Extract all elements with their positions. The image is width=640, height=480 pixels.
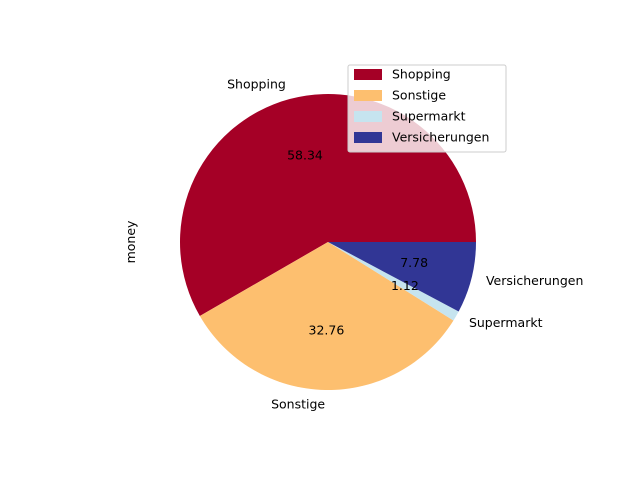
legend-swatch-shopping [354,69,382,80]
category-label-versicherungen: Versicherungen [486,273,583,288]
pie-slice-sonstige [199,242,454,391]
legend-swatch-sonstige [354,90,382,101]
legend-label-versicherungen: Versicherungen [392,130,489,145]
value-label-sonstige: 32.76 [309,322,345,337]
legend-label-supermarkt: Supermarkt [392,109,466,124]
y-axis-label: money [123,220,138,263]
pie-slice-supermarkt [328,242,459,321]
legend-label-shopping: Shopping [392,67,451,82]
category-label-sonstige: Sonstige [271,396,325,411]
pie-category-labels: Shopping Sonstige Supermarkt Versicherungen [227,76,583,411]
category-label-shopping: Shopping [227,76,286,91]
legend-swatch-supermarkt [354,111,382,122]
legend-frame [347,64,507,153]
legend: Shopping Sonstige Supermarkt Versicherungen [347,64,507,153]
pie-value-labels: 58.34 32.76 1.12 7.78 [287,148,428,338]
value-label-supermarkt: 1.12 [391,278,419,293]
category-label-supermarkt: Supermarkt [469,315,543,330]
legend-label-sonstige: Sonstige [392,88,446,103]
pie-slice-versicherungen [328,242,476,312]
legend-swatch-versicherungen [354,132,382,143]
value-label-shopping: 58.34 [287,148,323,163]
value-label-versicherungen: 7.78 [400,255,428,270]
